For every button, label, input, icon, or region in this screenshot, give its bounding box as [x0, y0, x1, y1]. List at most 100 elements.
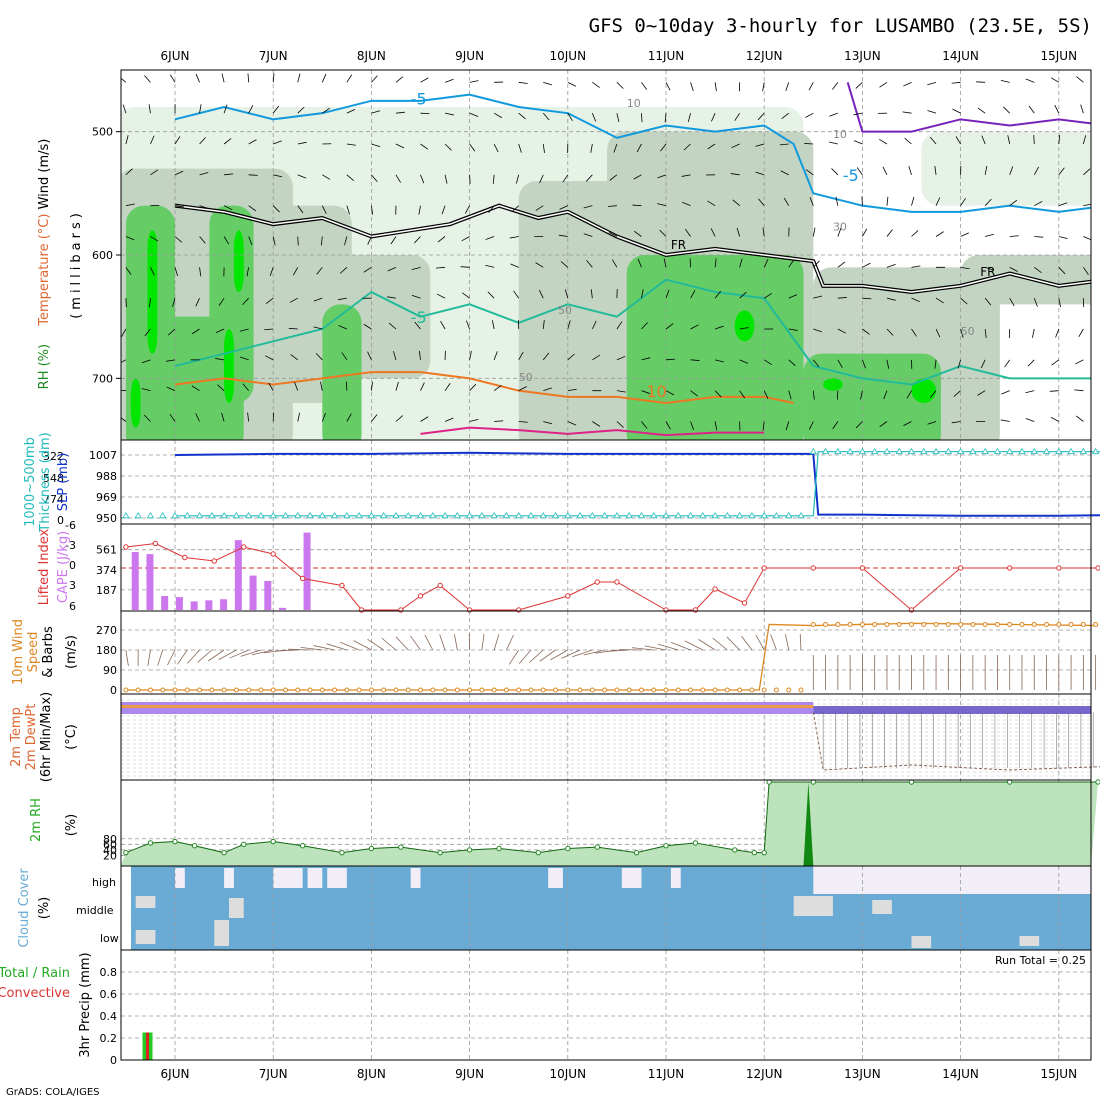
- wind-barb: [174, 136, 181, 145]
- wind10m-point: [516, 687, 522, 693]
- wind-barb: [469, 143, 476, 152]
- svg-text:Thickness (dm): Thickness (dm): [38, 432, 53, 532]
- wind-barb: [788, 294, 798, 299]
- wind-barb: [714, 390, 722, 398]
- wind-barb: [121, 417, 127, 422]
- rh2m-line: [125, 781, 1099, 854]
- wind-barb: [879, 82, 888, 88]
- wind-barb: [641, 82, 648, 90]
- wind10m-point: [859, 621, 865, 627]
- slp-tick-950: 950: [96, 512, 117, 525]
- wind-barb: [518, 112, 526, 120]
- wind-barb: [239, 356, 249, 361]
- rh2m-tick-80: 80: [103, 833, 117, 846]
- rh2m-point: [270, 838, 276, 845]
- wind-barb: [1025, 78, 1035, 83]
- rh2m-point: [565, 845, 571, 852]
- wind10m-point: [209, 687, 215, 693]
- wind-barb: [1058, 236, 1068, 239]
- wind10m-barb: [157, 649, 164, 666]
- li-point: [152, 540, 159, 547]
- wind10m-point: [418, 687, 423, 693]
- wind10m-point: [638, 687, 644, 693]
- rh2m-point: [751, 849, 758, 856]
- rh-bright: [147, 230, 158, 354]
- wind10m-panel: 270 180 90 0 10m Wind Speed & Barbs (m/s): [11, 610, 1099, 697]
- wind-barb: [591, 320, 597, 330]
- thickness-marker: [195, 512, 204, 519]
- wind-barb: [297, 106, 305, 114]
- wind10m-barb: [493, 634, 500, 651]
- wind-barb: [1034, 267, 1042, 274]
- wind-barb: [665, 421, 671, 430]
- wind-barb: [882, 166, 888, 176]
- cape-bar: [303, 532, 311, 610]
- wind-barb: [469, 419, 479, 422]
- top-date-6JUN: 6JUN: [161, 49, 190, 63]
- wind-barb: [191, 385, 200, 392]
- wind-barb: [632, 204, 642, 207]
- wind10m-point: [197, 687, 203, 693]
- chart-title: GFS 0~10day 3-hourly for LUSAMBO (23.5E,…: [589, 15, 1092, 37]
- wind10m-barb: [207, 649, 225, 662]
- wind-barb: [121, 77, 127, 83]
- wind-barb: [763, 259, 769, 268]
- wind-barb: [346, 109, 356, 114]
- wind-barb: [560, 261, 569, 268]
- thickness-marker: [772, 512, 781, 519]
- wind10m-point: [184, 687, 190, 693]
- contour-label-1: -5: [843, 166, 859, 185]
- wind-barb: [665, 390, 675, 396]
- wind-barb: [714, 421, 718, 431]
- wind-barb: [272, 236, 276, 246]
- thickness-marker: [588, 512, 597, 519]
- wind10m-point: [1044, 621, 1050, 627]
- wind10m-barb: [240, 649, 262, 657]
- wind-barb: [980, 359, 986, 369]
- wind-barb: [346, 74, 353, 83]
- wind-barb: [1058, 135, 1061, 145]
- wind-barb: [927, 421, 937, 425]
- thickness-marker: [564, 512, 572, 519]
- isotherm-10: [174, 371, 794, 405]
- wind-barb: [420, 416, 429, 422]
- wind-barb: [783, 197, 790, 206]
- rh2m-point: [535, 849, 542, 856]
- wind-barb: [1050, 416, 1059, 422]
- wind10m-point: [651, 687, 657, 693]
- wind10m-point: [479, 687, 485, 693]
- li-point: [565, 593, 571, 599]
- precip-tick-0.8: 0.8: [100, 966, 118, 979]
- wind-barb: [268, 382, 274, 391]
- wind-barb: [367, 351, 372, 361]
- li-point: [908, 607, 915, 613]
- wind10m-barb: [313, 645, 335, 651]
- cloud-gap: [224, 868, 234, 888]
- rh2m-label: 2m RH: [29, 798, 44, 842]
- wind-tick-270: 270: [96, 624, 117, 637]
- wind-barb: [1028, 105, 1035, 114]
- wind-barb: [886, 297, 896, 301]
- wind-barb: [462, 292, 470, 299]
- wind-barb: [755, 143, 765, 147]
- cloud-gray: [911, 936, 932, 948]
- cape-bar: [190, 601, 198, 610]
- wind-barb: [224, 173, 234, 176]
- cape-bar: [234, 540, 242, 610]
- wind-barb: [320, 381, 323, 391]
- wind10m-barb: [799, 633, 802, 651]
- cloud-gray: [135, 896, 156, 908]
- rh2m-tick-40: 40: [103, 844, 117, 857]
- wind-barb: [911, 328, 917, 337]
- wind10m-point: [786, 687, 792, 693]
- wind-barb: [469, 112, 479, 117]
- wind-barb: [418, 205, 421, 215]
- thickness-marker: [429, 512, 437, 519]
- wind-barb: [518, 386, 527, 392]
- wind10m-point: [626, 687, 632, 693]
- wind-barb: [613, 143, 618, 153]
- wind-barb: [762, 421, 765, 431]
- wind-barb: [985, 266, 994, 271]
- wind-barb: [1051, 359, 1060, 366]
- wind-barb: [906, 390, 912, 399]
